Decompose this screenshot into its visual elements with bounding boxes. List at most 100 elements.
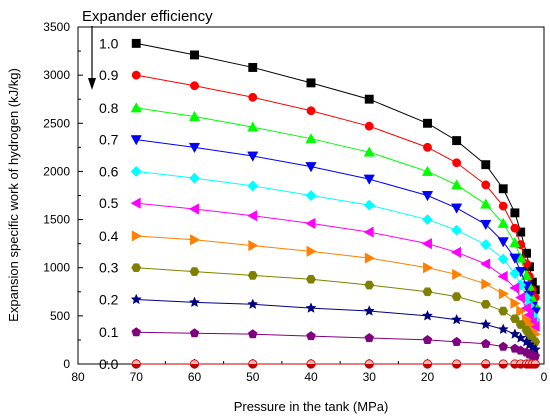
data-point xyxy=(306,245,317,257)
data-point xyxy=(190,234,201,246)
data-point-half xyxy=(452,364,461,369)
data-point xyxy=(498,201,508,211)
data-point xyxy=(451,292,462,301)
data-point xyxy=(247,298,259,310)
data-point xyxy=(497,237,509,248)
data-point xyxy=(190,81,199,91)
data-point xyxy=(421,310,434,321)
data-point xyxy=(497,323,509,335)
data-point xyxy=(248,92,258,102)
x-tick-label: 80 xyxy=(71,370,85,384)
data-point xyxy=(480,198,492,209)
series-0.1 xyxy=(131,327,541,361)
y-tick-label: 0 xyxy=(63,357,70,371)
data-point xyxy=(480,239,492,251)
data-point xyxy=(452,158,462,168)
data-point xyxy=(451,224,463,236)
data-point xyxy=(248,239,259,252)
data-point xyxy=(509,282,520,294)
data-point xyxy=(247,121,259,132)
y-tick-label: 1000 xyxy=(43,261,70,275)
data-point xyxy=(364,121,374,131)
data-point xyxy=(515,279,527,291)
data-point xyxy=(497,270,508,283)
annotation-arrow-head xyxy=(88,78,96,90)
data-point xyxy=(480,318,492,330)
efficiency-label: 1.0 xyxy=(99,35,119,51)
series-0.2 xyxy=(130,293,541,355)
data-point xyxy=(130,293,142,305)
data-point xyxy=(510,223,520,233)
data-point xyxy=(363,146,375,157)
data-point xyxy=(247,180,259,192)
y-axis: 0 500 1000 1500 2000 2500 3000 3500 xyxy=(43,20,83,371)
data-point xyxy=(509,328,521,339)
data-point xyxy=(421,191,434,202)
data-point xyxy=(188,296,201,308)
data-point xyxy=(131,70,141,80)
data-point xyxy=(130,102,142,113)
data-point xyxy=(190,50,199,60)
data-point xyxy=(364,94,374,104)
x-tick-label: 50 xyxy=(246,370,260,384)
data-point xyxy=(247,271,258,280)
efficiency-label: 0.3 xyxy=(99,260,119,276)
data-point-half xyxy=(306,364,316,369)
data-point xyxy=(189,267,200,276)
x-tick-label: 10 xyxy=(479,370,493,384)
data-point xyxy=(423,142,432,152)
series-0.5 xyxy=(130,197,540,333)
data-point xyxy=(509,253,521,264)
data-point xyxy=(422,287,433,297)
data-point xyxy=(529,320,540,333)
data-point xyxy=(514,291,526,304)
data-point xyxy=(522,248,531,258)
series-0.9 xyxy=(131,70,540,303)
data-point xyxy=(188,203,199,215)
data-point-half xyxy=(531,364,540,369)
data-point xyxy=(498,306,509,316)
data-point xyxy=(247,151,259,162)
data-point xyxy=(498,341,508,351)
annotation-title: Expander efficiency xyxy=(82,8,213,25)
efficiency-label: 0.4 xyxy=(99,228,119,244)
data-point xyxy=(188,142,201,154)
data-point xyxy=(363,199,375,211)
data-point xyxy=(130,165,142,177)
data-point xyxy=(248,62,258,72)
data-point xyxy=(498,184,508,194)
data-point xyxy=(480,258,491,270)
efficiency-label: 0.9 xyxy=(99,67,119,83)
y-tick-label: 2500 xyxy=(43,116,70,130)
data-point xyxy=(516,305,527,317)
data-point xyxy=(305,217,316,230)
data-point xyxy=(520,269,533,280)
data-point-half xyxy=(481,364,490,369)
series-0.4 xyxy=(131,230,541,340)
series-0.7 xyxy=(130,135,541,318)
x-tick-label: 70 xyxy=(130,370,144,384)
data-point-half xyxy=(132,364,141,369)
x-axis-title: Pressure in the tank (MPa) xyxy=(234,399,389,414)
data-point xyxy=(451,179,463,190)
x-tick-label: 20 xyxy=(421,370,435,384)
data-point xyxy=(422,334,433,344)
data-point-half xyxy=(248,364,257,369)
data-point xyxy=(421,238,432,250)
efficiency-label: 0.1 xyxy=(99,324,119,340)
series-line xyxy=(136,170,536,320)
y-tick-label: 1500 xyxy=(43,213,70,227)
data-point xyxy=(451,336,462,346)
y-tick-label: 3000 xyxy=(43,68,70,82)
data-point xyxy=(364,252,375,264)
data-point xyxy=(306,78,316,88)
data-point xyxy=(306,106,316,116)
y-tick-label: 500 xyxy=(50,309,70,323)
efficiency-label: 0.7 xyxy=(99,132,119,148)
data-point xyxy=(131,327,142,337)
series-0.0 xyxy=(131,359,540,369)
data-point xyxy=(421,214,434,226)
data-point xyxy=(306,331,316,341)
y-axis-title: Expansion specific work of hydrogen (kJ/… xyxy=(6,68,21,322)
